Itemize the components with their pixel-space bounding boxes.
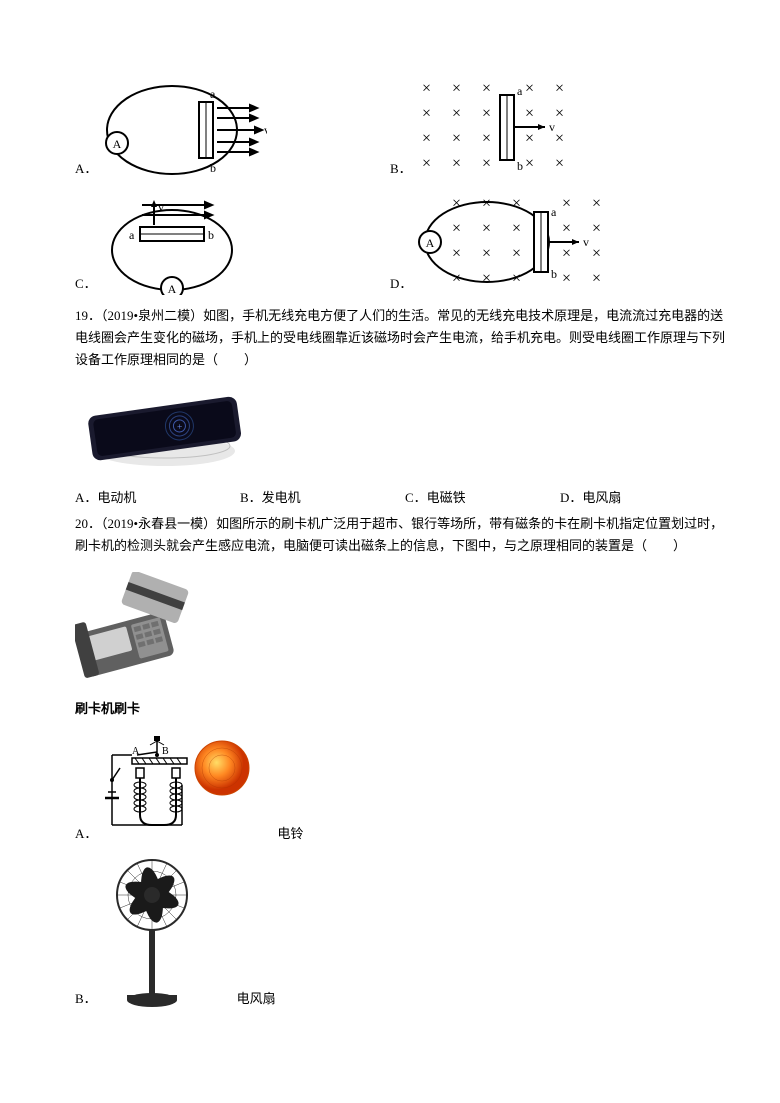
q20-opt-a-device: 电铃 [277, 824, 303, 845]
electric-fan-diagram [102, 855, 202, 1010]
q19-source: （2019•泉州二模） [101, 308, 203, 323]
svg-text:×: × [422, 80, 431, 97]
q20-opt-b-device: 电风扇 [237, 989, 276, 1010]
svg-text:×: × [452, 105, 461, 122]
figure-cell-b: B． × × × × × × × × × × × × × × × × × × × × a b v [390, 75, 582, 180]
svg-text:b: b [551, 267, 557, 281]
question-20: 20．（2019•永春县一模）如图所示的刷卡机广泛用于超市、银行等场所，带有磁条… [75, 513, 725, 557]
svg-text:×: × [525, 130, 534, 147]
svg-text:×: × [512, 220, 521, 237]
svg-text:a: a [551, 205, 557, 219]
svg-text:×: × [555, 130, 564, 147]
svg-text:×: × [562, 270, 571, 287]
svg-text:×: × [525, 155, 534, 172]
svg-text:b: b [210, 161, 216, 175]
svg-text:×: × [482, 220, 491, 237]
q19-number: 19． [75, 308, 101, 323]
svg-text:×: × [562, 245, 571, 262]
figure-cell-d: D． ××××× ××××× ××××× ××××× A a b v [390, 190, 617, 295]
svg-text:×: × [592, 270, 601, 287]
card-reader-caption: 刷卡机刷卡 [75, 699, 725, 720]
svg-text:×: × [512, 195, 521, 212]
card-reader-image [75, 572, 725, 694]
option-label-b: B． [390, 159, 412, 180]
option-label-d: D． [390, 274, 412, 295]
diagram-b: × × × × × × × × × × × × × × × × × × × × a b v [417, 75, 582, 180]
svg-text:×: × [452, 80, 461, 97]
option-label-a: A． [75, 159, 97, 180]
q19-opt-a: A．电动机 [75, 488, 240, 509]
svg-text:B: B [162, 746, 169, 757]
diagram-a: A a b v [102, 80, 267, 180]
svg-text:×: × [525, 80, 534, 97]
svg-text:×: × [592, 245, 601, 262]
q20-option-b-row: B． 电风扇 [75, 855, 725, 1010]
electric-bell-diagram: A B [102, 730, 257, 845]
svg-text:A: A [167, 282, 176, 295]
svg-text:×: × [452, 245, 461, 262]
svg-text:×: × [452, 155, 461, 172]
svg-text:×: × [452, 130, 461, 147]
svg-text:A: A [426, 236, 435, 250]
q20-source: （2019•永春县一模） [101, 516, 216, 531]
svg-text:×: × [482, 155, 491, 172]
figure-row-1: A． A a b v B． × × × × × × × × × × [75, 75, 725, 180]
q20-opt-b-label: B． [75, 989, 97, 1010]
q20-option-a-row: A． A B [75, 730, 725, 845]
phone-image: + [75, 386, 725, 478]
svg-text:×: × [525, 105, 534, 122]
svg-text:×: × [592, 195, 601, 212]
q19-opt-b: B．发电机 [240, 488, 405, 509]
svg-text:×: × [555, 80, 564, 97]
svg-text:×: × [422, 105, 431, 122]
svg-text:×: × [452, 195, 461, 212]
option-label-c: C． [75, 274, 97, 295]
svg-text:×: × [482, 105, 491, 122]
svg-text:b: b [208, 228, 214, 242]
svg-text:×: × [422, 130, 431, 147]
svg-text:×: × [512, 245, 521, 262]
svg-text:v: v [264, 123, 267, 137]
svg-text:×: × [562, 220, 571, 237]
svg-text:a: a [517, 84, 523, 98]
svg-text:v: v [549, 120, 555, 134]
figure-cell-c: C． A a b v [75, 195, 390, 295]
q19-opt-d: D．电风扇 [560, 488, 621, 509]
diagram-d: ××××× ××××× ××××× ××××× A a b v [417, 190, 617, 295]
figure-row-2: C． A a b v D． × × × × × × × × × × × × × × × [75, 190, 725, 295]
q19-options: A．电动机 B．发电机 C．电磁铁 D．电风扇 [75, 488, 725, 509]
q20-opt-a-label: A． [75, 824, 97, 845]
diagram-c: A a b v [102, 195, 242, 295]
svg-text:×: × [555, 105, 564, 122]
svg-text:a: a [210, 87, 216, 101]
svg-text:×: × [482, 80, 491, 97]
q19-opt-c: C．电磁铁 [405, 488, 560, 509]
svg-text:v: v [583, 235, 589, 249]
question-19: 19．（2019•泉州二模）如图，手机无线充电方便了人们的生活。常见的无线充电技… [75, 305, 725, 371]
svg-text:A: A [113, 137, 122, 151]
svg-text:v: v [158, 200, 164, 214]
svg-text:×: × [482, 130, 491, 147]
svg-text:×: × [482, 245, 491, 262]
svg-text:×: × [482, 270, 491, 287]
svg-text:b: b [517, 159, 523, 173]
svg-text:×: × [562, 195, 571, 212]
svg-text:×: × [555, 155, 564, 172]
svg-text:×: × [482, 195, 491, 212]
svg-text:×: × [422, 155, 431, 172]
svg-text:×: × [592, 220, 601, 237]
figure-cell-a: A． A a b v [75, 80, 390, 180]
svg-text:×: × [452, 220, 461, 237]
q20-number: 20． [75, 516, 101, 531]
svg-text:a: a [129, 228, 135, 242]
